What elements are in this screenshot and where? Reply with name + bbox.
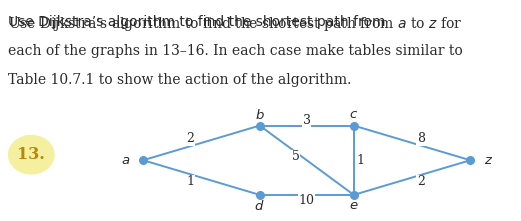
Text: $a$: $a$ [121,154,130,167]
Text: 3: 3 [303,114,311,127]
Text: 13.: 13. [17,146,45,163]
Text: 8: 8 [417,132,425,145]
Text: $c$: $c$ [349,108,358,121]
Text: 5: 5 [292,151,300,164]
Text: Use Dijkstra’s algorithm to find the shortest path from $a$ to $z$ for: Use Dijkstra’s algorithm to find the sho… [8,15,462,33]
Text: $z$: $z$ [483,154,493,167]
Text: $d$: $d$ [254,199,265,213]
Text: 2: 2 [417,175,425,188]
Text: Use Dijkstra’s algorithm to find the shortest path from: Use Dijkstra’s algorithm to find the sho… [8,15,390,29]
Text: 1: 1 [356,154,365,167]
Ellipse shape [8,135,55,175]
Text: each of the graphs in 13–16. In each case make tables similar to: each of the graphs in 13–16. In each cas… [8,44,463,58]
Text: $b$: $b$ [255,108,265,122]
Text: 2: 2 [187,132,194,145]
Text: 1: 1 [186,175,194,188]
Text: Table 10.7.1 to show the action of the algorithm.: Table 10.7.1 to show the action of the a… [8,73,351,87]
Text: $e$: $e$ [349,199,358,212]
Text: 10: 10 [299,194,315,207]
